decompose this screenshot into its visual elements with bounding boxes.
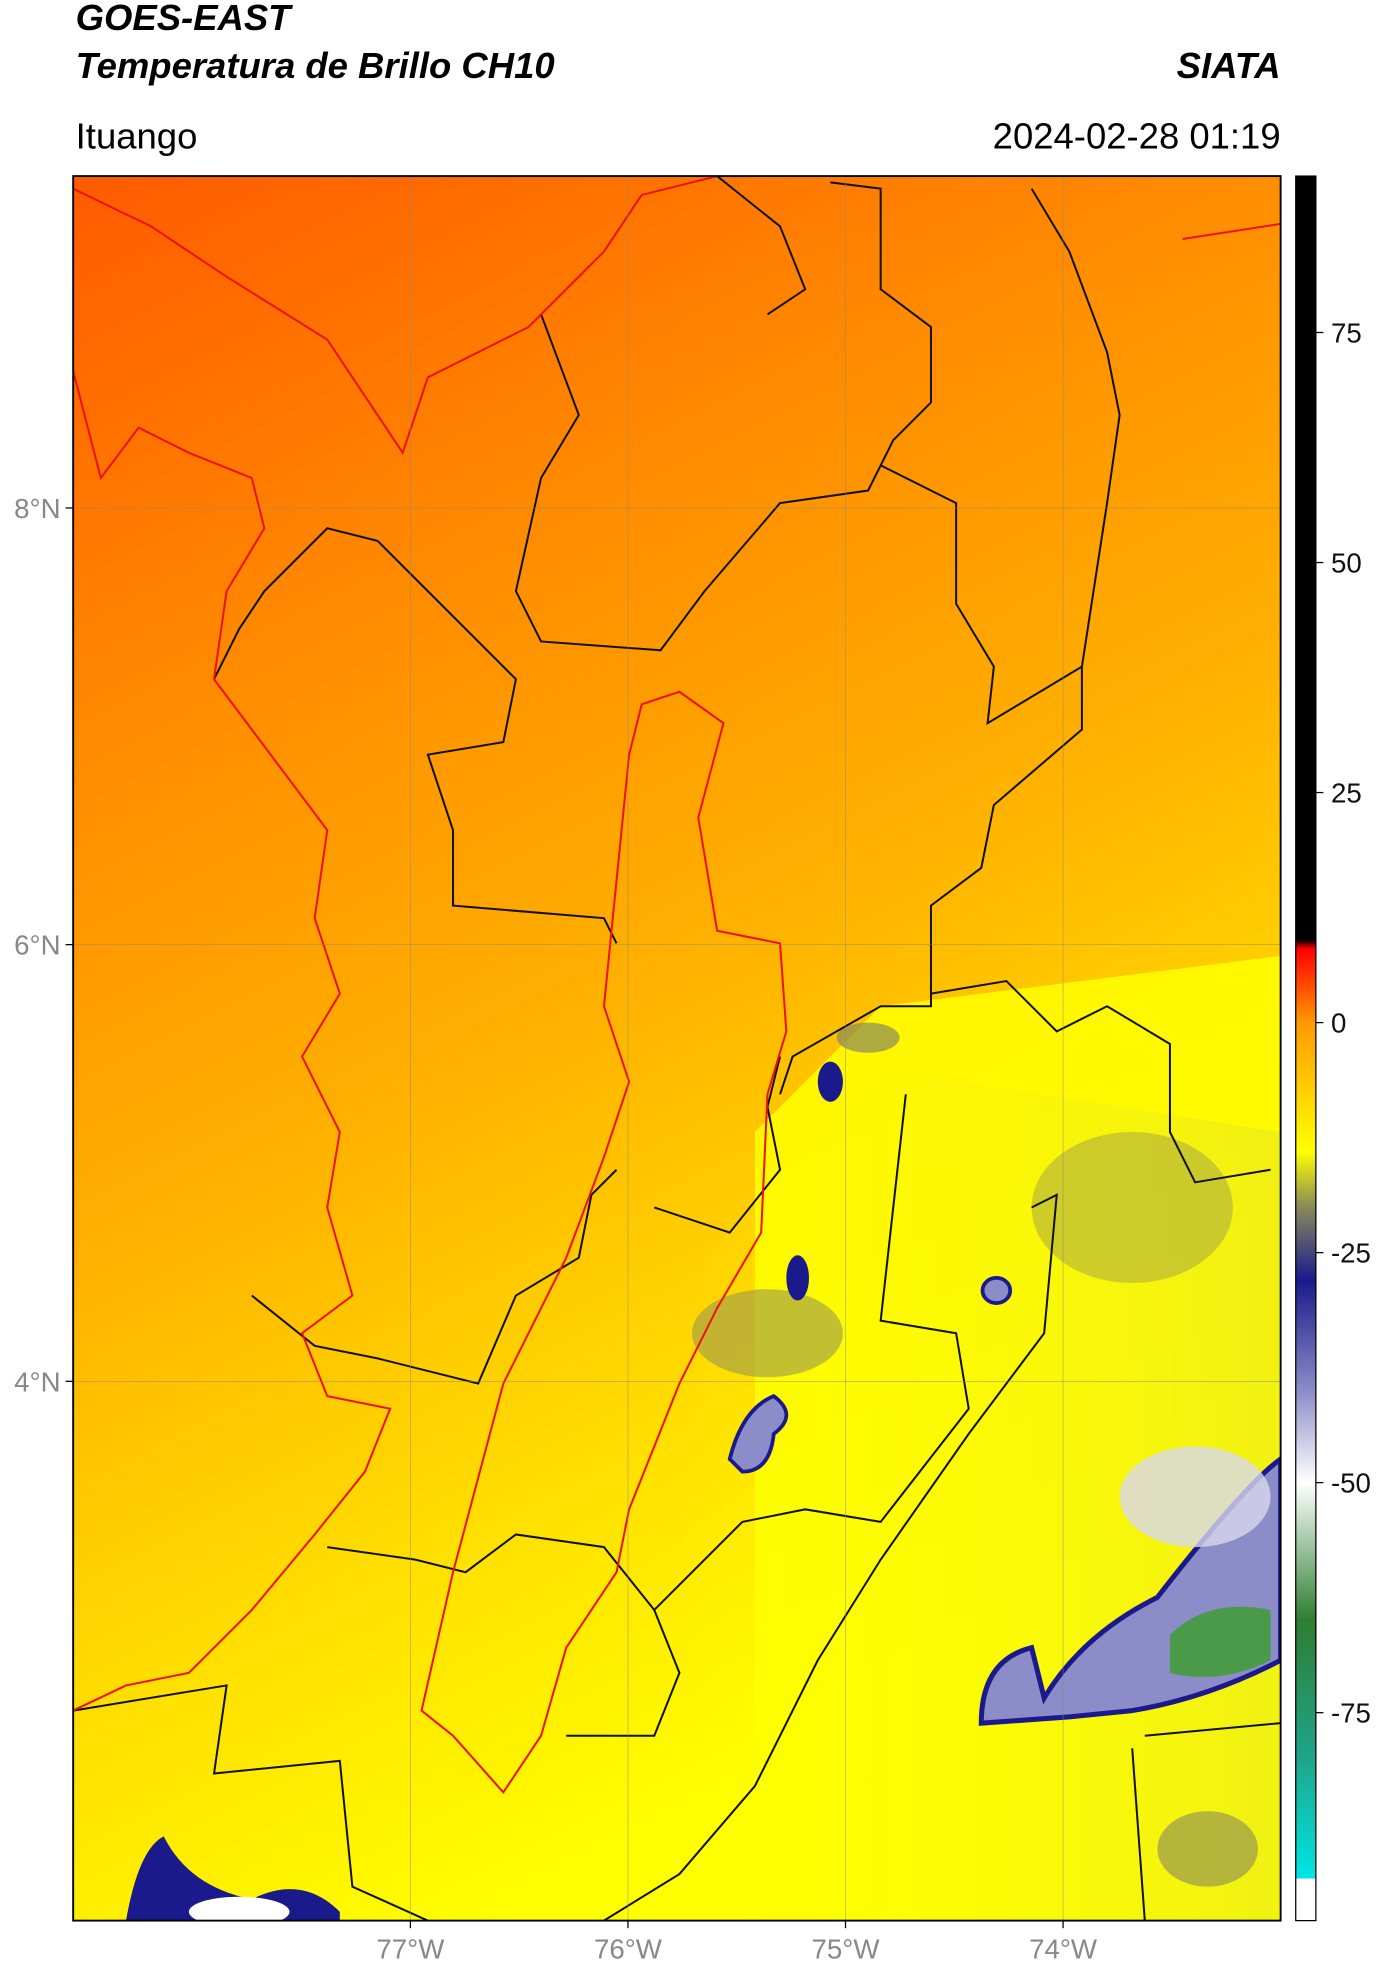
cloud	[786, 1255, 809, 1301]
colorbar-tick-label: 25	[1331, 778, 1362, 809]
y-tick-label: 6°N	[14, 930, 60, 961]
cloud	[980, 1276, 1013, 1305]
map-field	[73, 176, 1281, 1921]
x-tick-label: 77°W	[376, 1933, 445, 1964]
subtitle: Temperatura de Brillo CH10	[76, 45, 555, 86]
y-tick-label: 8°N	[14, 493, 60, 524]
cloud	[727, 1393, 789, 1474]
cloud	[1119, 1446, 1271, 1548]
colorbar-tick-label: 50	[1331, 548, 1362, 579]
colorbar-tick-label: 75	[1331, 318, 1362, 349]
cloud	[817, 1061, 843, 1102]
colorbar-tick-label: 0	[1331, 1008, 1346, 1039]
borders	[73, 176, 1281, 1921]
coastline	[73, 176, 1281, 1794]
cloud	[188, 1896, 290, 1921]
x-tick-label: 75°W	[812, 1933, 881, 1964]
y-tick-label: 4°N	[14, 1366, 60, 1397]
title: GOES-EAST	[76, 0, 294, 38]
map-frame	[72, 175, 1282, 1922]
source: SIATA	[1177, 45, 1281, 86]
cloud	[1031, 1132, 1233, 1283]
colorbar-tick-label: -50	[1331, 1468, 1371, 1499]
x-tick-label: 76°W	[594, 1933, 663, 1964]
cloud	[836, 1022, 900, 1053]
datetime: 2024-02-28 01:19	[993, 115, 1281, 156]
colorbar-tick-label: -75	[1331, 1698, 1371, 1729]
location: Ituango	[76, 115, 198, 156]
cloud	[125, 1836, 340, 1921]
cloud	[1169, 1606, 1271, 1678]
cloud	[692, 1289, 843, 1378]
colorbar	[1295, 175, 1317, 1922]
x-tick-label: 74°W	[1029, 1933, 1098, 1964]
grid	[73, 176, 1281, 1921]
cloud	[1157, 1811, 1258, 1887]
colorbar-tick-label: -25	[1331, 1238, 1371, 1269]
